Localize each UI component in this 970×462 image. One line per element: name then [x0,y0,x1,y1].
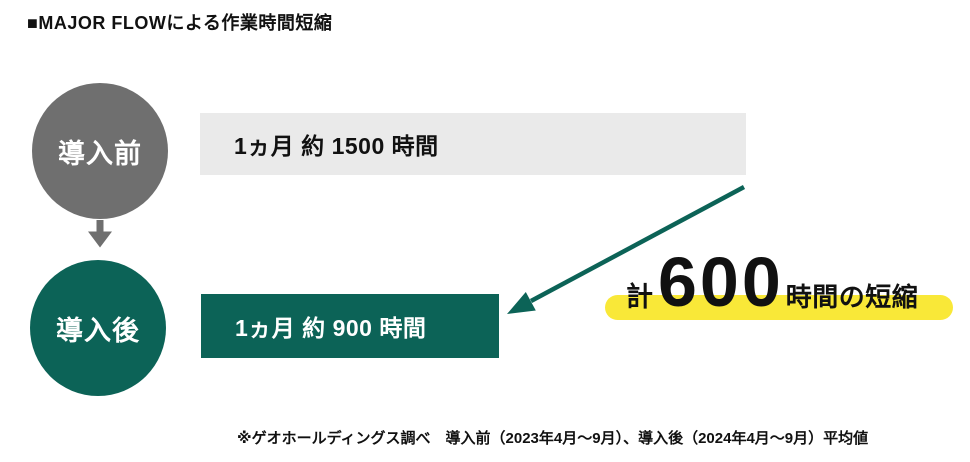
page-title: ■MAJOR FLOWによる作業時間短縮 [27,13,333,33]
after-circle-label: 導入後 [56,315,140,346]
reduction-highlight: 計 600 時間の短縮 [605,247,955,322]
reduction-suffix: 時間の短縮 [785,282,919,312]
before-bar-label: 1ヵ月 約 1500 時間 [234,133,439,159]
after-bar: 1ヵ月 約 900 時間 [201,294,499,358]
before-bar: 1ヵ月 約 1500 時間 [200,113,746,175]
before-circle: 導入前 [32,83,168,219]
reduction-prefix: 計 [626,282,653,312]
footnote: ※ゲオホールディングス調べ 導入前（2023年4月～9月）、導入後（2024年4… [237,430,869,447]
reduction-value: 600 [658,243,784,321]
before-circle-label: 導入前 [58,138,142,169]
reduction-text: 計 600 時間の短縮 [626,247,918,317]
after-circle: 導入後 [30,260,166,396]
highlight-pill [605,295,953,320]
down-arrow-icon [88,220,112,248]
after-bar-label: 1ヵ月 約 900 時間 [235,315,427,341]
